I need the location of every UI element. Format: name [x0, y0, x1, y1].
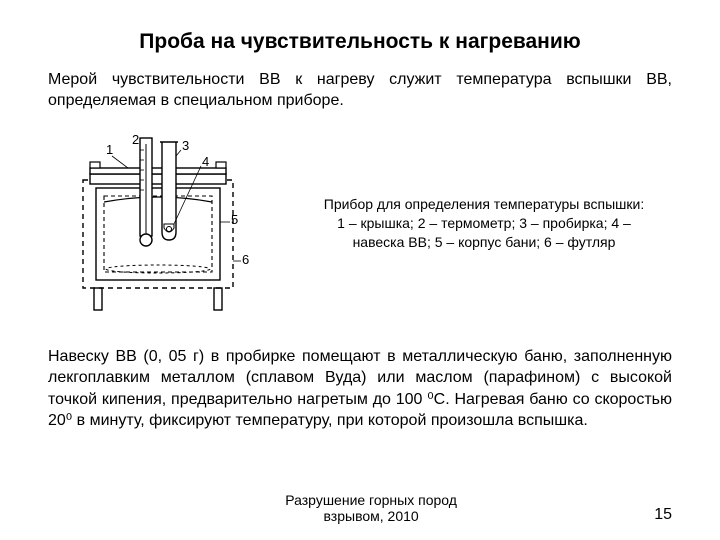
label-6: 6	[242, 252, 249, 267]
intro-text: Мерой чувствительности ВВ к нагреву служ…	[48, 70, 672, 112]
label-2: 2	[132, 132, 139, 147]
page-number: 15	[654, 506, 672, 524]
label-3: 3	[182, 138, 189, 153]
figure-caption: Прибор для определения температуры вспыш…	[296, 195, 672, 252]
page-title: Проба на чувствительность к нагреванию	[48, 30, 672, 54]
footer-source: Разрушение горных пород взрывом, 2010	[88, 492, 654, 524]
footer: Разрушение горных пород взрывом, 2010 15	[48, 492, 672, 524]
figure-row: 1 2 3 4 5 6 Прибор для определения темпе…	[48, 124, 672, 324]
label-1: 1	[106, 142, 113, 157]
label-5: 5	[231, 212, 238, 227]
apparatus-diagram: 1 2 3 4 5 6	[48, 124, 268, 324]
label-4: 4	[202, 154, 209, 169]
body-text: Навеску ВВ (0, 05 г) в пробирке помещают…	[48, 346, 672, 432]
